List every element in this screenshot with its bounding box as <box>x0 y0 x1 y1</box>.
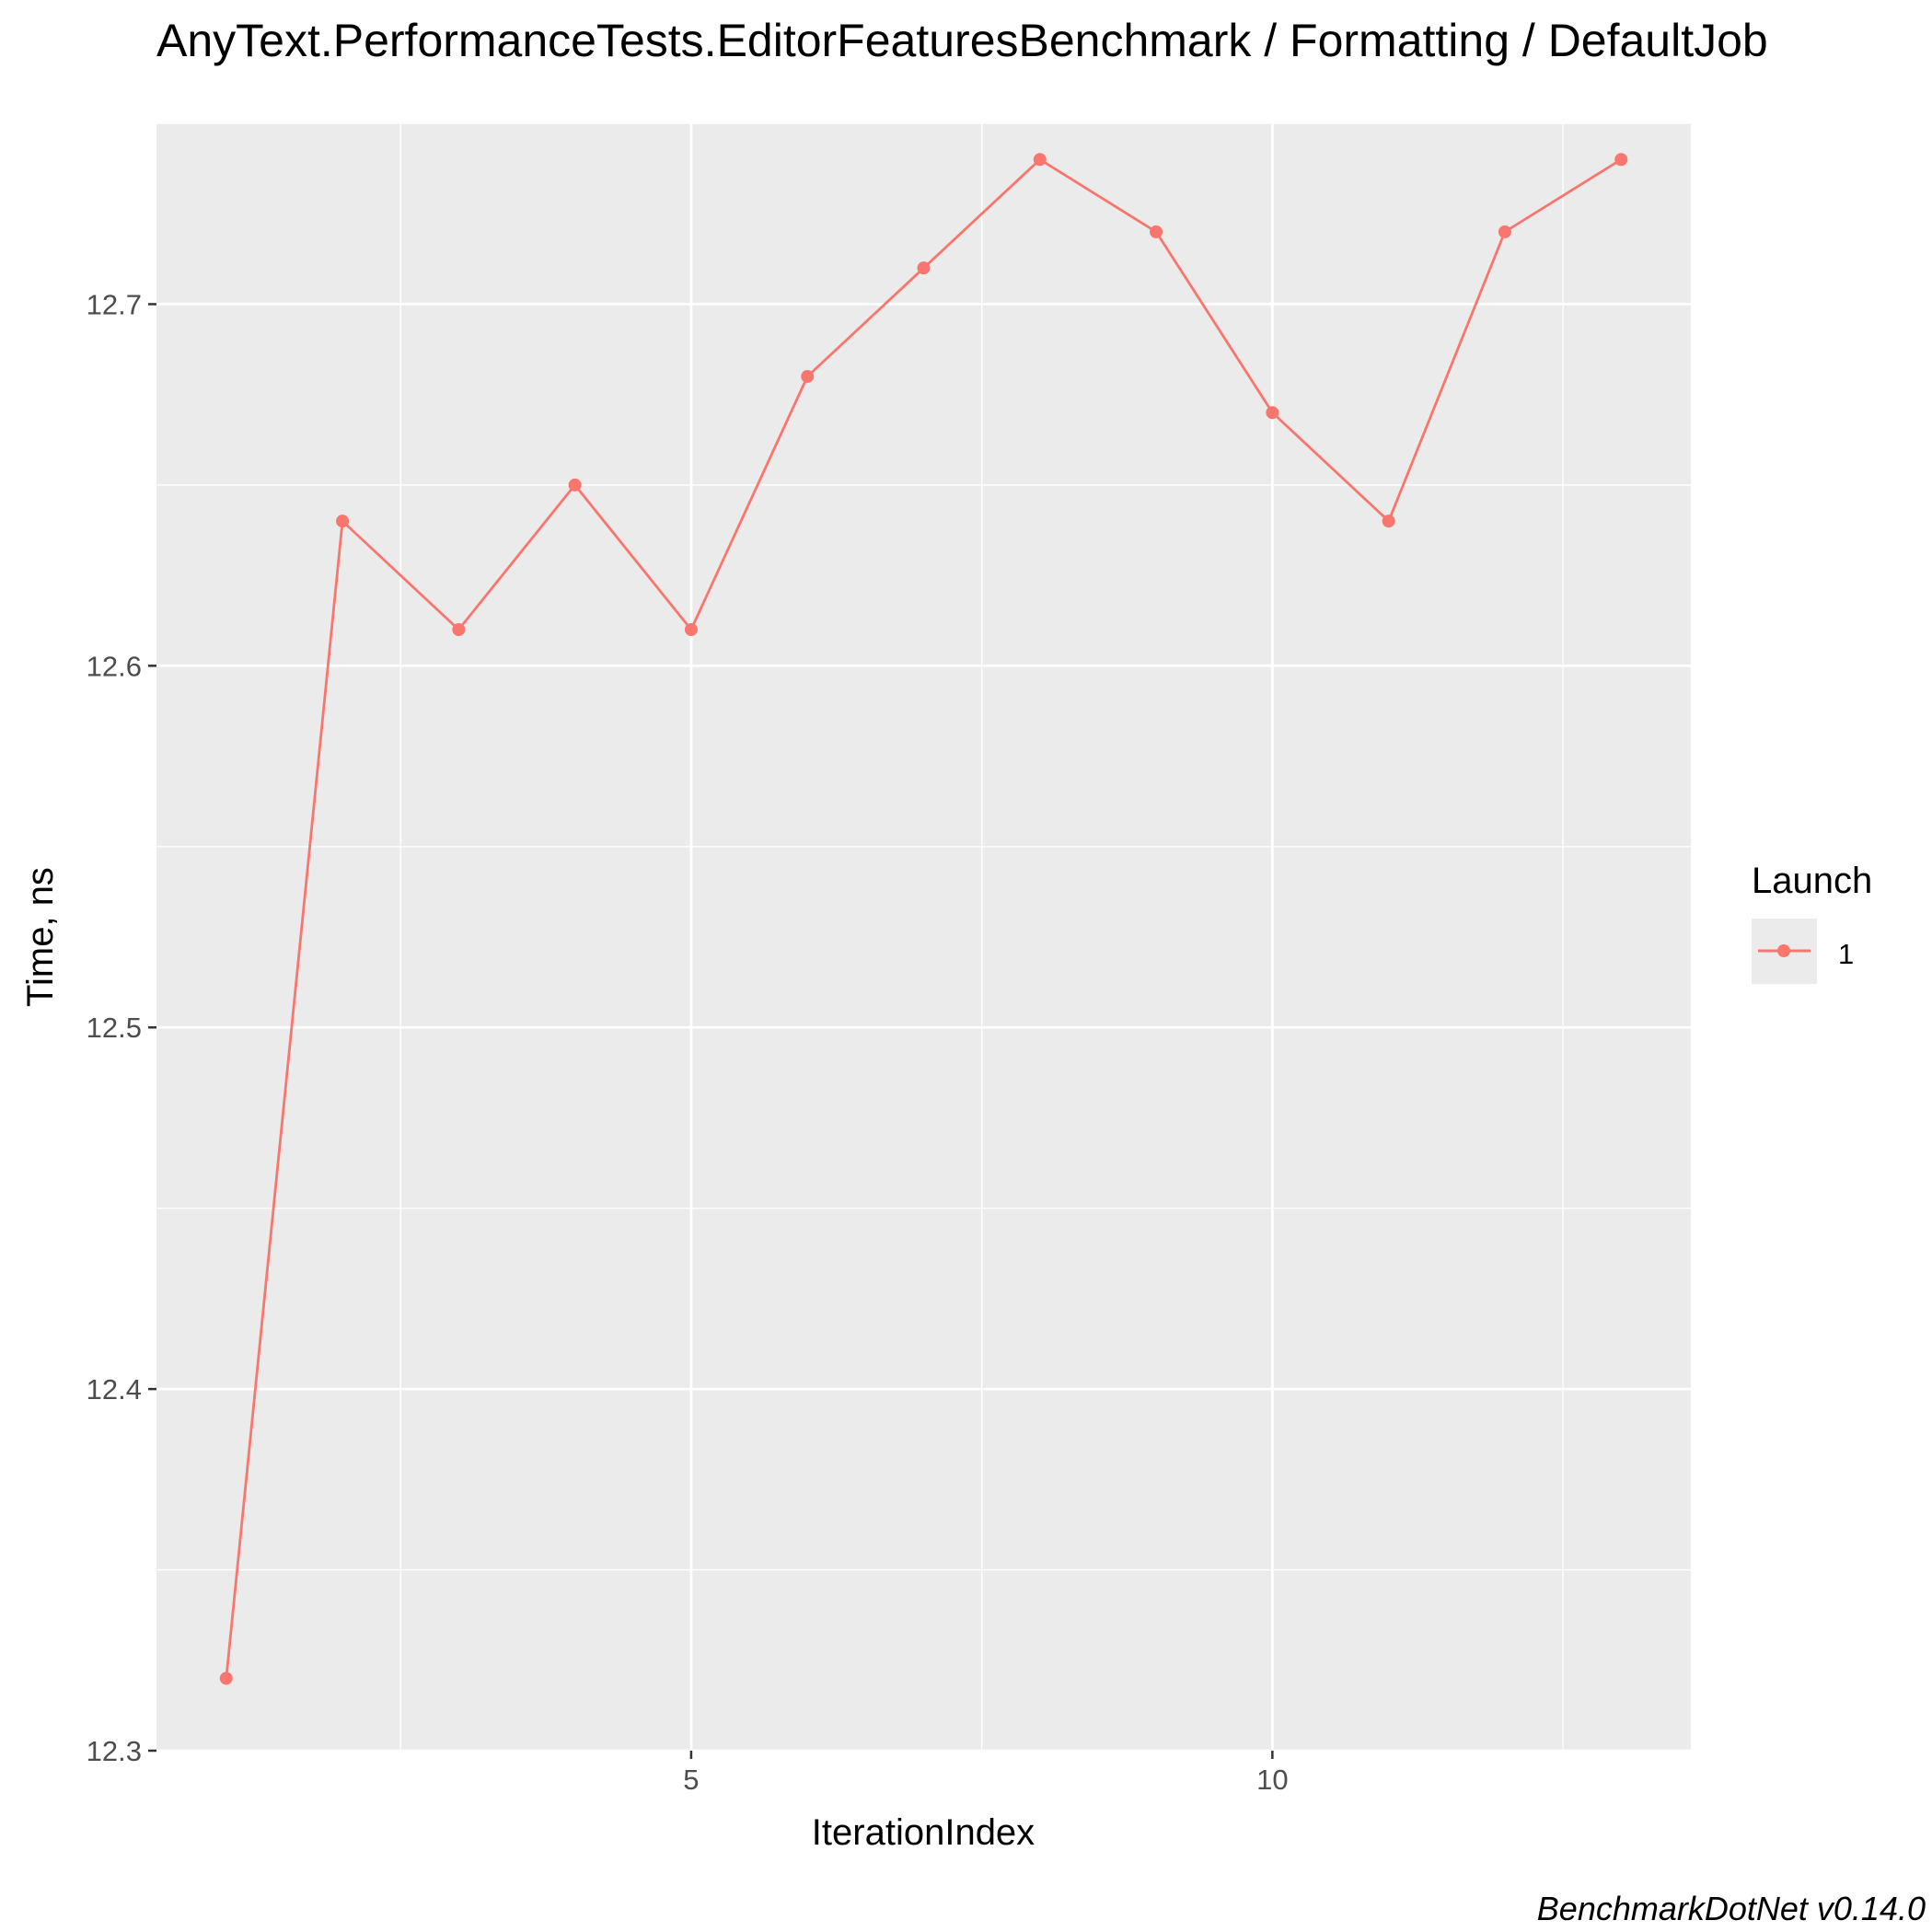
major-gridlines <box>156 123 1691 1753</box>
chart-title: AnyText.PerformanceTests.EditorFeaturesB… <box>156 15 1768 66</box>
axis-ticks: 12.3 12.4 12.5 12.6 12.7 5 10 <box>87 288 1289 1796</box>
y-tick-label: 12.4 <box>87 1373 142 1406</box>
x-axis-title: IterationIndex <box>812 1812 1035 1853</box>
data-point <box>917 261 931 275</box>
data-point <box>1498 225 1511 238</box>
data-point <box>1150 225 1163 238</box>
data-point <box>801 370 815 384</box>
data-point <box>568 478 582 492</box>
minor-gridlines <box>156 122 1691 1751</box>
y-tick-label: 12.3 <box>87 1735 142 1767</box>
legend-label: 1 <box>1838 938 1854 970</box>
y-axis-title: Time, ns <box>20 867 61 1007</box>
data-point <box>1033 153 1047 167</box>
x-tick-label: 5 <box>683 1764 699 1796</box>
data-point <box>1614 153 1628 167</box>
data-point <box>1382 515 1395 528</box>
caption: BenchmarkDotNet v0.14.0 <box>1537 1890 1926 1927</box>
y-tick-label: 12.7 <box>87 288 142 320</box>
data-point <box>1266 406 1279 420</box>
legend-title: Launch <box>1752 861 1872 901</box>
plot-panel <box>156 123 1691 1751</box>
data-point <box>219 1672 233 1685</box>
data-point <box>684 623 698 637</box>
data-point <box>452 623 466 637</box>
x-tick-label: 10 <box>1256 1764 1288 1796</box>
series-layer <box>219 153 1628 1685</box>
y-tick-label: 12.5 <box>87 1012 142 1044</box>
legend: Launch 1 <box>1752 861 1872 984</box>
y-tick-label: 12.6 <box>87 650 142 682</box>
data-point <box>336 515 350 528</box>
legend-key-point <box>1777 944 1790 957</box>
